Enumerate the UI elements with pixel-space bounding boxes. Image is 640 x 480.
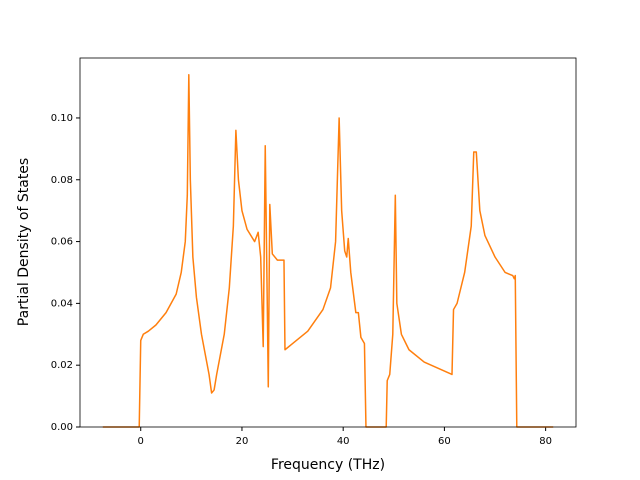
x-axis-label: Frequency (THz) [271, 457, 385, 473]
y-tick-label: 0.06 [51, 237, 73, 248]
x-tick-label: 20 [236, 436, 249, 447]
x-tick-label: 0 [138, 436, 144, 447]
x-tick-label: 60 [438, 436, 451, 447]
y-tick-label: 0.00 [51, 422, 73, 433]
y-tick-label: 0.10 [51, 113, 73, 124]
y-tick-label: 0.08 [51, 175, 73, 186]
x-tick-label: 40 [337, 436, 350, 447]
y-axis-label: Partial Density of States [16, 158, 32, 326]
y-tick-label: 0.02 [51, 360, 73, 371]
x-tick-label: 80 [539, 436, 552, 447]
y-tick-label: 0.04 [51, 298, 73, 309]
data-line [102, 73, 554, 428]
plot-frame [79, 57, 577, 428]
